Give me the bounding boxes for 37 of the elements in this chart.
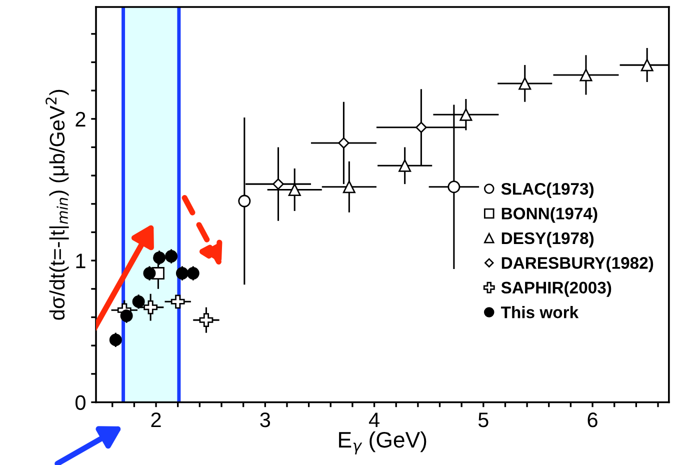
x-tick-label: 6 — [588, 412, 598, 428]
point — [448, 180, 460, 194]
point — [153, 251, 166, 264]
point — [342, 180, 356, 194]
point — [144, 300, 158, 314]
point — [170, 294, 185, 309]
legend-label: BONN(1974) — [502, 207, 598, 223]
point — [176, 267, 188, 280]
legend-label: SLAC(1973) — [501, 182, 594, 198]
point — [272, 178, 284, 190]
point — [165, 250, 178, 263]
legend-label: DESY(1978) — [502, 232, 594, 248]
y-tick-label: 2 — [76, 112, 86, 126]
point — [186, 267, 200, 280]
point — [640, 58, 654, 72]
point — [109, 334, 122, 346]
legend-label: SAPHIR(2003) — [501, 281, 612, 297]
point — [238, 194, 251, 208]
legend-label: This work — [500, 306, 579, 318]
point — [518, 77, 532, 90]
x-axis-title: E$_{γ}$ (GeV) — [339, 431, 426, 454]
point — [460, 108, 472, 121]
x-tick-label: 5 — [478, 412, 488, 428]
x-tick-label: 2 — [151, 412, 161, 428]
y-tick-label: 0 — [76, 395, 86, 410]
x-tick-label: 4 — [368, 412, 380, 428]
legend-label: DARESBURY(1982) — [502, 256, 654, 272]
point — [416, 122, 427, 133]
y-tick-label: 1 — [76, 254, 86, 268]
point — [120, 310, 133, 322]
point — [338, 137, 350, 149]
point — [199, 313, 214, 328]
y-axis-title: dσ/dt(t=-|t|$_{min}$) (μb/GeV$^{2}$) — [46, 90, 69, 320]
point — [398, 159, 412, 172]
point — [143, 267, 156, 280]
x-tick-label: 3 — [260, 412, 270, 428]
point — [580, 68, 592, 82]
